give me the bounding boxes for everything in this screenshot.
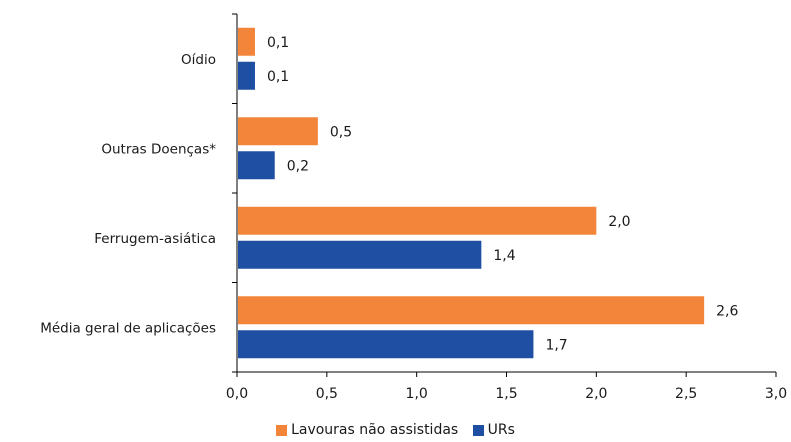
- category-labels: Oídio Outras Doenças* Ferrugem-asiática Méd…: [40, 52, 216, 337]
- x-tick-label: 1,0: [406, 386, 428, 402]
- bar-urs: [238, 151, 275, 180]
- bar-urs: [238, 330, 534, 359]
- x-tick-label: 0,5: [316, 386, 338, 402]
- legend-swatch-urs: [472, 424, 484, 436]
- category-label: Outras Doenças*: [101, 141, 216, 157]
- data-label: 0,1: [267, 35, 289, 51]
- x-tick-labels: 0,0 0,5 1,0 1,5 2,0 2,5 3,0: [226, 386, 787, 402]
- bar-lavouras: [238, 296, 705, 325]
- data-label: 0,5: [330, 124, 352, 140]
- bar-lavouras: [238, 27, 255, 56]
- legend-label-lavouras: Lavouras não assistidas: [291, 422, 459, 438]
- legend-item-urs: URs: [472, 422, 515, 438]
- data-label: 0,1: [267, 69, 289, 85]
- chart-bars: [238, 27, 705, 359]
- bar-lavouras: [238, 206, 597, 235]
- data-label: 2,0: [608, 214, 630, 230]
- x-tick-label: 2,5: [675, 386, 697, 402]
- bar-lavouras: [238, 117, 318, 146]
- x-tick-label: 3,0: [765, 386, 787, 402]
- data-label: 1,7: [545, 337, 567, 353]
- category-label: Média geral de aplicações: [40, 320, 216, 336]
- data-label: 2,6: [716, 303, 738, 319]
- x-tick-label: 0,0: [226, 386, 248, 402]
- category-label: Oídio: [181, 52, 216, 68]
- legend-label-urs: URs: [487, 422, 515, 438]
- data-label: 0,2: [287, 158, 309, 174]
- chart-axes: [232, 13, 777, 377]
- legend: Lavouras não assistidas URs: [0, 422, 791, 440]
- bar-urs: [238, 61, 255, 90]
- bar-urs: [238, 240, 482, 269]
- category-label: Ferrugem-asiática: [94, 231, 216, 247]
- x-tick-label: 2,0: [585, 386, 607, 402]
- data-label: 1,4: [493, 248, 515, 264]
- x-tick-label: 1,5: [495, 386, 517, 402]
- legend-item-lavouras: Lavouras não assistidas: [276, 422, 458, 438]
- legend-swatch-lavouras: [276, 424, 288, 436]
- data-labels: 0,1 0,1 0,5 0,2 2,0 1,4 2,6 1,7: [267, 35, 739, 354]
